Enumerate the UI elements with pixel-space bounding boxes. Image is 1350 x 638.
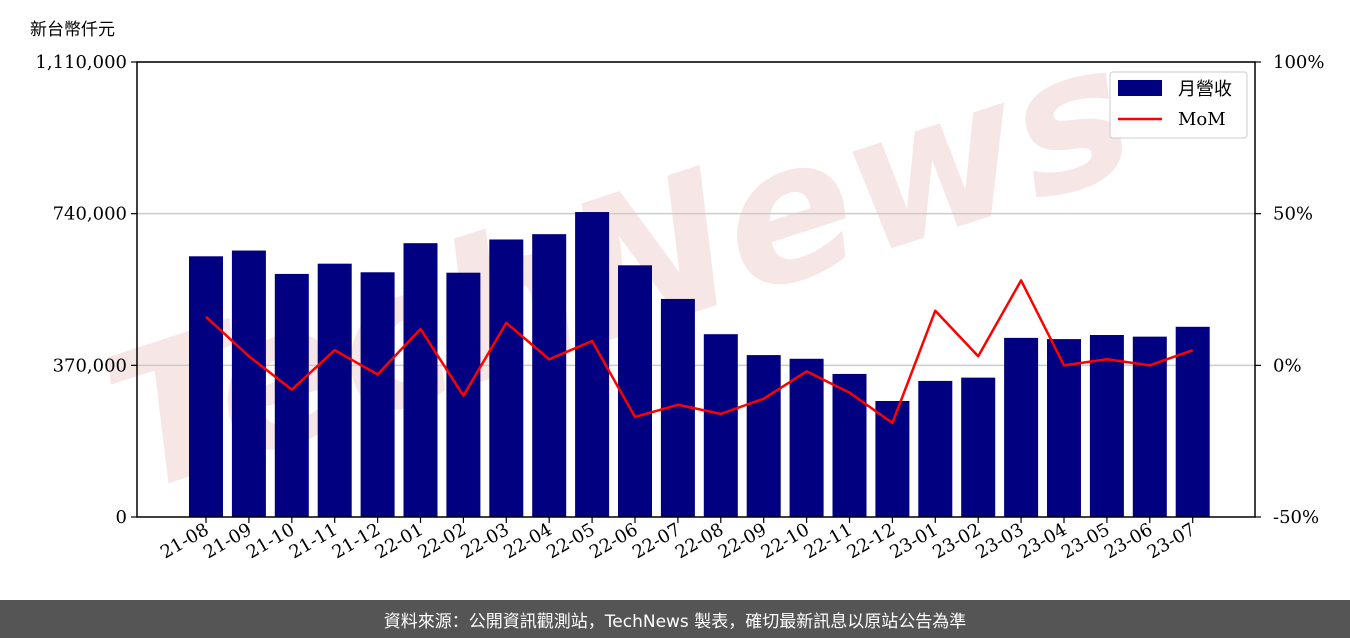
- bar: [918, 380, 953, 517]
- plot-frame: [136, 61, 1256, 518]
- bar: [274, 273, 309, 517]
- left-tick-label: 370,000: [53, 355, 127, 376]
- x-tick-label: 23-07: [1144, 519, 1199, 563]
- x-tick-label: 23-04: [1015, 519, 1070, 563]
- x-tick-label: 21-09: [200, 519, 255, 563]
- bar: [1175, 326, 1210, 517]
- x-tick-label: 22-12: [843, 519, 898, 563]
- left-tick-label: 740,000: [53, 204, 127, 225]
- legend-bar-label: 月營收: [1178, 79, 1232, 100]
- x-tick-label: 23-05: [1058, 519, 1113, 563]
- bar: [618, 265, 652, 517]
- x-tick-label: 22-06: [586, 519, 641, 563]
- bar: [746, 355, 781, 517]
- legend-bar-swatch: [1118, 80, 1162, 96]
- legend-line-label: MoM: [1178, 109, 1226, 130]
- plot-border: [136, 61, 1256, 518]
- x-tick-label: 23-02: [929, 519, 984, 563]
- right-y-axis: -50% 0% 50% 100%: [1255, 52, 1324, 528]
- left-tick-label: 1,110,000: [35, 52, 127, 73]
- bar: [532, 234, 567, 517]
- x-tick-label: 22-07: [629, 519, 684, 563]
- x-tick-label: 22-11: [801, 519, 856, 563]
- source-footer-text: 資料來源：公開資訊觀測站，TechNews 製表，確切最新訊息以原站公告為準: [383, 611, 967, 632]
- bar: [189, 256, 223, 517]
- bar: [489, 239, 524, 517]
- left-tick-label: 0: [116, 507, 127, 528]
- bar: [961, 377, 996, 517]
- x-tick-label: 23-01: [886, 519, 941, 563]
- bar: [1089, 335, 1124, 517]
- mom-line: [205, 279, 1194, 425]
- right-tick-label: 50%: [1273, 204, 1313, 225]
- left-y-axis: 0 370,000 740,000 1,110,000: [35, 52, 137, 528]
- bar: [703, 334, 738, 517]
- bar: [1047, 339, 1081, 517]
- x-tick-label: 22-09: [715, 519, 770, 563]
- source-footer: 資料來源：公開資訊觀測站，TechNews 製表，確切最新訊息以原站公告為準: [0, 600, 1350, 638]
- bar: [575, 212, 610, 517]
- x-tick-label: 22-04: [500, 519, 555, 563]
- legend: 月營收 MoM: [1109, 71, 1248, 139]
- y-axis-unit-label: 新台幣仟元: [30, 20, 115, 40]
- right-tick-label: 100%: [1273, 52, 1324, 73]
- x-tick-label: 22-03: [457, 519, 512, 563]
- bar: [1004, 337, 1039, 517]
- bar: [317, 263, 352, 517]
- bar: [789, 358, 824, 517]
- right-tick-label: 0%: [1273, 355, 1302, 376]
- bar: [1132, 336, 1167, 517]
- right-tick-label: -50%: [1273, 507, 1319, 528]
- bar: [231, 250, 266, 517]
- bar: [832, 373, 867, 517]
- x-tick-label: 22-10: [758, 519, 813, 563]
- x-tick-label: 21-12: [329, 519, 384, 563]
- x-tick-label: 22-01: [372, 519, 427, 563]
- x-tick-label: 23-03: [972, 519, 1027, 563]
- x-tick-label: 22-02: [414, 519, 469, 563]
- x-tick-label: 22-05: [543, 519, 598, 563]
- x-tick-label: 21-11: [286, 519, 341, 563]
- bar: [875, 400, 910, 517]
- bar-series: [189, 212, 1210, 517]
- mom-line-series: [205, 279, 1194, 425]
- x-axis: 21-0821-0921-1021-1121-1222-0122-0222-03…: [157, 517, 1199, 563]
- bar: [403, 243, 438, 517]
- bar: [360, 272, 395, 517]
- x-tick-label: 21-10: [243, 519, 298, 563]
- x-tick-label: 22-08: [672, 519, 727, 563]
- x-tick-label: 23-06: [1101, 519, 1156, 563]
